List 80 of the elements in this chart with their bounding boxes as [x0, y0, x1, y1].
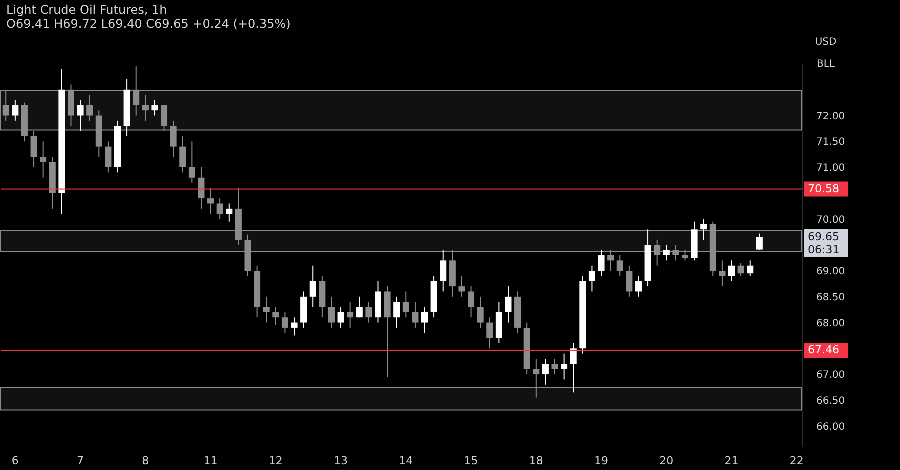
y-tick-label: 71.50 [816, 137, 846, 148]
candlestick [422, 306, 428, 334]
x-tick-label: 8 [142, 454, 150, 468]
text: BLL [816, 59, 836, 70]
candlestick [208, 188, 214, 215]
candlestick [356, 296, 363, 318]
candlestick [747, 260, 754, 277]
candlestick [12, 100, 19, 122]
y-tick-label: 67.00 [816, 370, 846, 382]
candlestick [86, 94, 94, 122]
candlestick [542, 358, 549, 386]
candlestick [263, 296, 270, 324]
y-tick-label: 71.00 [816, 163, 846, 174]
candlestick [272, 306, 280, 326]
x-tick-label: 15 [464, 454, 478, 468]
candlestick [477, 296, 484, 328]
ref-line-label: 70.58 [808, 182, 840, 196]
candlestick [180, 136, 186, 174]
y-tick-label: 66.00 [816, 422, 846, 433]
candlestick [616, 255, 624, 277]
candlestick [152, 100, 158, 116]
candlestick [347, 302, 354, 328]
candlestick [626, 265, 633, 298]
candlestick [505, 286, 512, 324]
candlestick [328, 296, 335, 328]
text: 06:31 [808, 243, 840, 256]
candlestick [412, 302, 419, 328]
candlestick [663, 244, 670, 262]
candlestick [77, 100, 84, 132]
text: USD [815, 37, 837, 48]
candlestick [338, 306, 344, 328]
chart-subtitle: O69.41 H69.72 L69.40 C69.65 +0.24 (+0.35%) [6, 17, 291, 31]
candlestick [458, 276, 466, 298]
x-tick-label: 6 [12, 454, 19, 468]
text: 69.65 [808, 230, 840, 244]
x-tick-label: 20 [660, 454, 674, 468]
candlestick [105, 141, 112, 174]
x-tick-label: 22 [790, 454, 804, 468]
x-tick-label: 14 [399, 454, 414, 468]
x-tick-label: 18 [529, 454, 544, 468]
x-tick-label: 7 [77, 454, 84, 468]
candlestick [486, 317, 494, 350]
candlestick [142, 94, 149, 122]
candlestick [756, 233, 763, 251]
candlestick [728, 260, 736, 282]
candlestick [188, 141, 196, 184]
candlestick [588, 265, 596, 292]
y-tick-label: 72.00 [816, 111, 846, 122]
candlestick [402, 291, 410, 318]
y-tick-label: 70.00 [816, 214, 846, 226]
chart-title: Light Crude Oil Futures, 1h [6, 3, 168, 17]
candlestick [598, 250, 605, 277]
candlestick [719, 260, 726, 288]
candlestick [700, 218, 708, 240]
candlestick [216, 198, 224, 220]
candlestick [738, 262, 744, 277]
x-tick-label: 19 [594, 454, 609, 468]
ref-line-label: 67.46 [808, 344, 840, 357]
x-tick-label: 21 [724, 454, 739, 468]
candlestick [282, 312, 288, 334]
candlestick [291, 317, 298, 336]
candlestick [570, 342, 577, 394]
candlestick [468, 286, 475, 318]
candlestick [198, 167, 205, 210]
y-tick-label: 68.50 [816, 292, 846, 304]
y-tick-label: 68.00 [816, 318, 846, 330]
y-tick-label: 66.50 [816, 396, 846, 407]
candlestick [394, 296, 400, 328]
candlestick [552, 358, 558, 376]
candlestick [440, 250, 447, 292]
candlestick [366, 302, 372, 324]
candlestick [561, 353, 568, 380]
x-tick-label: 12 [268, 454, 283, 468]
candlestick [310, 265, 316, 308]
y-tick-label: 69.00 [816, 266, 846, 278]
candlestick [635, 276, 642, 298]
x-tick-label: 11 [204, 454, 218, 468]
x-tick-label: 13 [334, 454, 348, 468]
candlestick [40, 141, 47, 178]
candlestick [226, 203, 233, 222]
